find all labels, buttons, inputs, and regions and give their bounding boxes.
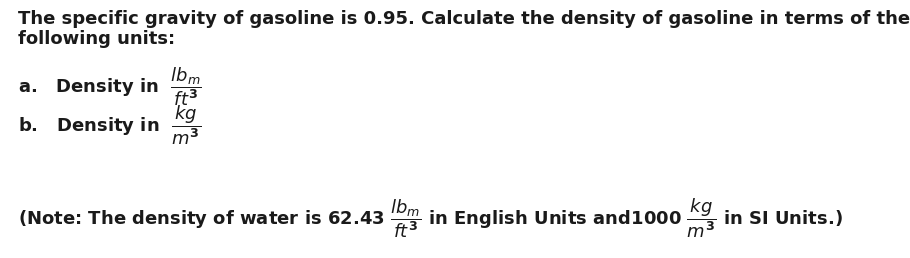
Text: The specific gravity of gasoline is 0.95. Calculate the density of gasoline in t: The specific gravity of gasoline is 0.95… <box>18 10 910 28</box>
Text: a.   Density in  $\mathbf{\dfrac{\mathit{lb_m}}{\mathit{ft}^3}}$: a. Density in $\mathbf{\dfrac{\mathit{lb… <box>18 65 202 108</box>
Text: following units:: following units: <box>18 30 175 48</box>
Text: b.   Density in  $\mathbf{\dfrac{\mathit{kg}}{\mathit{m}^3}}$: b. Density in $\mathbf{\dfrac{\mathit{kg… <box>18 103 201 147</box>
Text: (Note: The density of water is 62.43 $\mathbf{\dfrac{\mathit{lb_m}}{\mathit{ft}^: (Note: The density of water is 62.43 $\m… <box>18 196 843 240</box>
